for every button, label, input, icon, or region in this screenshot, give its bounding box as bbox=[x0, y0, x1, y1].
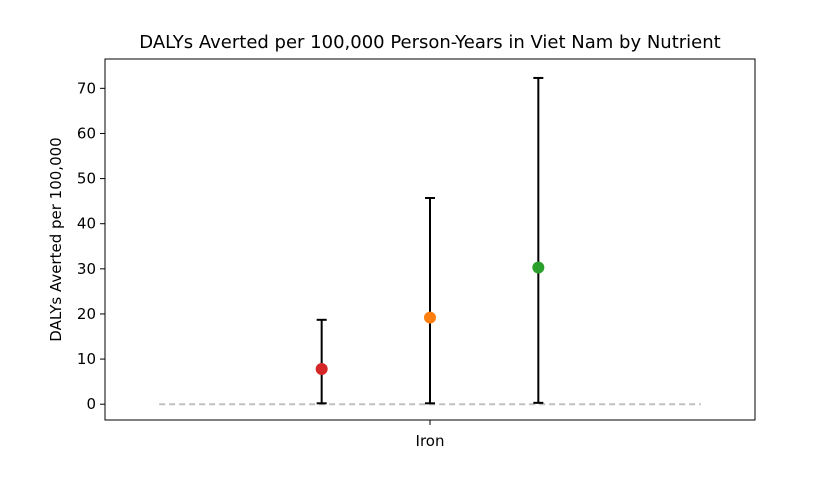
chart-title: DALYs Averted per 100,000 Person-Years i… bbox=[139, 32, 720, 53]
y-tick-label: 30 bbox=[77, 260, 96, 278]
data-point-group bbox=[532, 76, 545, 404]
x-tick-label: Iron bbox=[416, 432, 445, 450]
y-tick-label: 20 bbox=[77, 305, 96, 323]
data-point-marker bbox=[315, 363, 328, 376]
y-tick-label: 50 bbox=[77, 170, 96, 188]
y-axis-label: DALYs Averted per 100,000 bbox=[47, 137, 65, 341]
y-tick-label: 40 bbox=[77, 215, 96, 233]
data-marks bbox=[315, 76, 545, 405]
y-tick-label: 60 bbox=[77, 124, 96, 142]
y-tick-label: 10 bbox=[77, 350, 96, 368]
y-tick-label: 0 bbox=[86, 395, 96, 413]
data-point-group bbox=[315, 318, 328, 405]
y-axis-ticks: 0 10 20 30 40 50 60 70 bbox=[77, 79, 105, 413]
y-tick-label: 70 bbox=[77, 79, 96, 97]
data-point-marker bbox=[532, 261, 545, 274]
data-point-group bbox=[424, 196, 436, 405]
data-point-marker bbox=[424, 311, 436, 324]
x-axis-ticks: Iron bbox=[416, 420, 445, 450]
